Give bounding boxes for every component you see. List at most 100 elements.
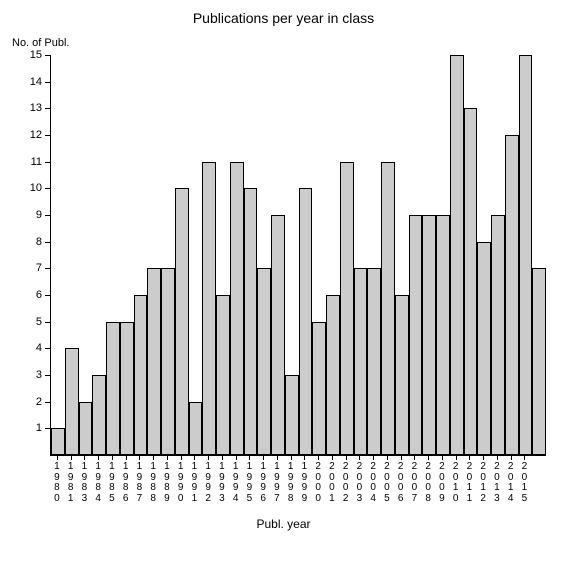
y-tick-label: 2 xyxy=(22,396,42,408)
y-tick-label: 12 xyxy=(22,129,42,141)
x-tick-label: 2 0 1 2 xyxy=(480,462,486,504)
x-tick-label: 1 9 9 9 xyxy=(302,462,308,504)
x-tick xyxy=(263,455,264,460)
y-tick xyxy=(45,322,50,323)
y-tick-label: 13 xyxy=(22,102,42,114)
y-tick xyxy=(45,215,50,216)
x-tick xyxy=(442,455,443,460)
x-tick-label: 1 9 9 2 xyxy=(205,462,211,504)
y-tick-label: 3 xyxy=(22,369,42,381)
y-tick xyxy=(45,402,50,403)
y-tick xyxy=(45,268,50,269)
x-tick-label: 1 9 8 9 xyxy=(164,462,170,504)
x-tick xyxy=(194,455,195,460)
x-axis-title: Publ. year xyxy=(0,517,567,531)
x-tick xyxy=(167,455,168,460)
bar xyxy=(202,162,216,455)
bar xyxy=(464,108,478,455)
x-tick-label: 2 0 0 0 xyxy=(315,462,321,504)
x-tick xyxy=(291,455,292,460)
x-tick-label: 1 9 9 6 xyxy=(260,462,266,504)
bar xyxy=(367,268,381,455)
bar xyxy=(189,402,203,455)
y-tick xyxy=(45,82,50,83)
bar xyxy=(340,162,354,455)
x-tick-label: 2 0 0 6 xyxy=(398,462,404,504)
y-axis-title: No. of Publ. xyxy=(12,37,69,49)
x-tick-label: 1 9 9 3 xyxy=(219,462,225,504)
y-tick xyxy=(45,295,50,296)
y-tick xyxy=(45,135,50,136)
y-tick-label: 11 xyxy=(22,156,42,168)
y-tick-label: 15 xyxy=(22,49,42,61)
x-tick-label: 1 9 8 5 xyxy=(109,462,115,504)
bar xyxy=(175,188,189,455)
bar xyxy=(422,215,436,455)
x-tick-label: 2 0 0 2 xyxy=(343,462,349,504)
x-tick-label: 2 0 1 3 xyxy=(494,462,500,504)
x-tick xyxy=(304,455,305,460)
x-tick-label: 2 0 0 7 xyxy=(412,462,418,504)
bar xyxy=(436,215,450,455)
bar xyxy=(532,268,546,455)
x-tick xyxy=(84,455,85,460)
x-tick xyxy=(153,455,154,460)
y-tick-label: 8 xyxy=(22,236,42,248)
bar xyxy=(216,295,230,455)
y-tick-label: 1 xyxy=(22,422,42,434)
bar xyxy=(505,135,519,455)
bar xyxy=(257,268,271,455)
x-tick xyxy=(401,455,402,460)
x-tick-label: 1 9 9 5 xyxy=(247,462,253,504)
y-tick-label: 9 xyxy=(22,209,42,221)
x-tick-label: 2 0 1 5 xyxy=(522,462,528,504)
bar xyxy=(120,322,134,455)
x-tick xyxy=(71,455,72,460)
y-tick-label: 5 xyxy=(22,316,42,328)
y-tick xyxy=(45,428,50,429)
x-tick xyxy=(208,455,209,460)
bar xyxy=(92,375,106,455)
x-tick-label: 1 9 9 4 xyxy=(233,462,239,504)
y-tick xyxy=(45,162,50,163)
x-tick-label: 2 0 1 4 xyxy=(508,462,514,504)
bar xyxy=(271,215,285,455)
plot-area xyxy=(50,55,546,456)
x-tick-label: 2 0 0 9 xyxy=(439,462,445,504)
bar xyxy=(147,268,161,455)
x-tick xyxy=(346,455,347,460)
x-tick-label: 1 9 8 4 xyxy=(95,462,101,504)
chart-title: Publications per year in class xyxy=(0,10,567,26)
x-tick-label: 1 9 9 1 xyxy=(192,462,198,504)
x-tick-label: 2 0 0 3 xyxy=(357,462,363,504)
bar xyxy=(381,162,395,455)
x-tick xyxy=(456,455,457,460)
y-tick xyxy=(45,242,50,243)
bar xyxy=(106,322,120,455)
x-tick xyxy=(318,455,319,460)
bar xyxy=(79,402,93,455)
x-tick-label: 2 0 0 1 xyxy=(329,462,335,504)
x-tick xyxy=(387,455,388,460)
x-tick-label: 1 9 8 3 xyxy=(82,462,88,504)
x-tick xyxy=(469,455,470,460)
x-tick xyxy=(181,455,182,460)
x-tick xyxy=(483,455,484,460)
x-tick-label: 1 9 8 6 xyxy=(123,462,129,504)
bar xyxy=(285,375,299,455)
y-tick-label: 10 xyxy=(22,182,42,194)
y-tick xyxy=(45,108,50,109)
x-tick-label: 2 0 1 0 xyxy=(453,462,459,504)
y-tick-label: 14 xyxy=(22,76,42,88)
y-tick-label: 4 xyxy=(22,342,42,354)
x-tick xyxy=(332,455,333,460)
x-tick xyxy=(359,455,360,460)
y-tick-label: 6 xyxy=(22,289,42,301)
bar xyxy=(312,322,326,455)
x-tick-label: 1 9 8 1 xyxy=(68,462,74,504)
x-tick-label: 2 0 0 4 xyxy=(370,462,376,504)
bar xyxy=(477,242,491,455)
y-tick xyxy=(45,55,50,56)
x-tick xyxy=(222,455,223,460)
y-tick xyxy=(45,348,50,349)
